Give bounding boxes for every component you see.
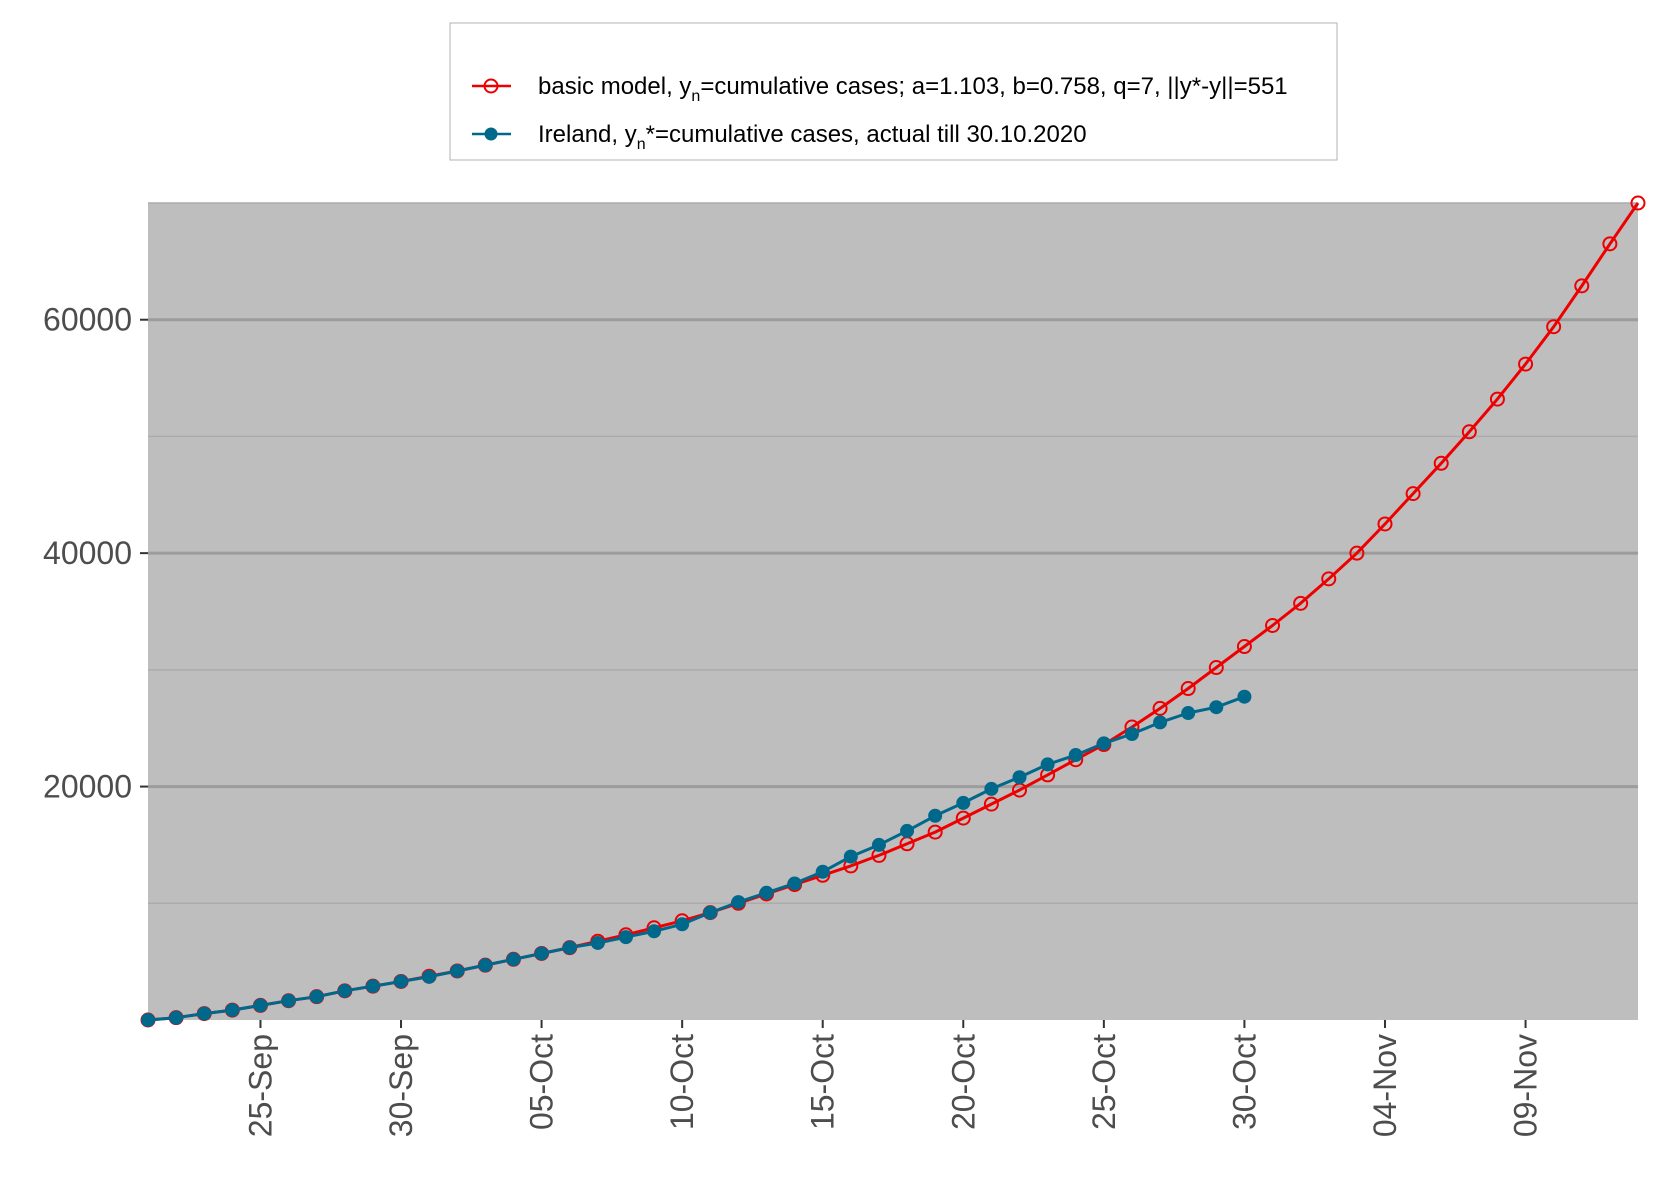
data-point — [253, 998, 268, 1013]
data-point — [1236, 639, 1252, 655]
y-tick-label: 60000 — [43, 302, 132, 338]
data-point — [1181, 706, 1196, 721]
data-point — [1096, 736, 1111, 751]
data-point — [337, 983, 352, 998]
legend: basic model, yn=cumulative cases; a=1.10… — [449, 22, 1338, 161]
data-point — [1180, 681, 1196, 697]
legend-item-ireland: Ireland, yn*=cumulative cases, actual ti… — [472, 121, 1087, 153]
data-point — [169, 1010, 184, 1025]
data-point — [1630, 195, 1646, 211]
data-point — [1152, 700, 1168, 716]
data-point — [900, 823, 915, 838]
x-axis: 25-Sep 30-Sep 05-Oct 10-Oct 15-Oct 20-Oct 25-O… — [242, 1020, 1544, 1137]
x-tick-label: 15-Oct — [805, 1034, 841, 1130]
legend-model-marker — [483, 78, 499, 94]
legend-box — [449, 22, 1338, 161]
data-point — [955, 810, 971, 826]
data-point — [1153, 715, 1168, 730]
x-tick-label: 30-Sep — [383, 1034, 419, 1137]
data-point — [1602, 236, 1618, 252]
data-point — [534, 946, 549, 961]
series-ireland-line — [147, 695, 1245, 1022]
x-tick-label: 04-Nov — [1367, 1034, 1403, 1137]
data-point — [590, 935, 605, 950]
data-point — [927, 824, 943, 840]
data-point — [647, 924, 662, 939]
data-point — [394, 974, 409, 989]
data-point — [871, 837, 886, 852]
data-point — [815, 864, 830, 879]
data-point — [956, 795, 971, 810]
data-point — [1040, 757, 1055, 772]
data-point — [562, 940, 577, 955]
data-point — [1209, 700, 1224, 715]
data-point — [141, 1013, 155, 1027]
data-point — [928, 808, 943, 823]
x-tick-label: 25-Sep — [242, 1034, 278, 1137]
plot-background — [148, 203, 1638, 1020]
data-point — [787, 876, 802, 891]
data-point — [1265, 618, 1281, 634]
y-tick-label: 40000 — [43, 535, 132, 571]
data-point — [1546, 319, 1562, 335]
data-point — [1461, 424, 1477, 440]
data-point — [1293, 595, 1309, 611]
series-layer — [140, 195, 1646, 1028]
data-point — [843, 849, 858, 864]
series-ireland — [141, 689, 1252, 1027]
y-axis: 20000 40000 60000 — [43, 302, 148, 805]
data-point — [983, 796, 999, 812]
x-tick-label: 09-Nov — [1508, 1034, 1544, 1137]
legend-item-model: basic model, yn=cumulative cases; a=1.10… — [472, 73, 1288, 105]
data-point — [1237, 689, 1252, 704]
x-tick-label: 10-Oct — [664, 1034, 700, 1130]
legend-model-label: basic model, yn=cumulative cases; a=1.10… — [538, 73, 1288, 105]
data-point — [506, 952, 521, 967]
data-point — [1405, 486, 1421, 502]
data-point — [281, 993, 296, 1008]
data-point — [1377, 516, 1393, 532]
data-point — [675, 917, 690, 932]
data-point — [1124, 727, 1139, 742]
data-point — [759, 885, 774, 900]
data-point — [1489, 391, 1505, 407]
data-point — [309, 989, 324, 1004]
x-tick-label: 20-Oct — [945, 1034, 981, 1130]
data-point — [703, 905, 718, 920]
data-point — [1349, 545, 1365, 561]
data-point — [197, 1006, 212, 1021]
x-tick-label: 05-Oct — [524, 1034, 560, 1130]
data-point — [365, 979, 380, 994]
data-point — [1012, 770, 1027, 785]
data-point — [1518, 356, 1534, 372]
data-point — [1321, 571, 1337, 587]
y-tick-label: 20000 — [43, 769, 132, 805]
legend-ireland-label: Ireland, yn*=cumulative cases, actual ti… — [538, 121, 1087, 153]
data-point — [618, 930, 633, 945]
legend-ireland-marker — [484, 127, 498, 141]
data-point — [478, 958, 493, 973]
data-point — [450, 963, 465, 978]
data-point — [1068, 748, 1083, 763]
data-point — [731, 895, 746, 910]
data-point — [225, 1003, 240, 1018]
data-point — [984, 781, 999, 796]
x-tick-label: 25-Oct — [1086, 1034, 1122, 1130]
grid — [148, 202, 1638, 905]
data-point — [1574, 278, 1590, 294]
x-tick-label: 30-Oct — [1226, 1034, 1262, 1130]
data-point — [1433, 455, 1449, 471]
data-point — [422, 969, 437, 984]
data-point — [1208, 660, 1224, 676]
